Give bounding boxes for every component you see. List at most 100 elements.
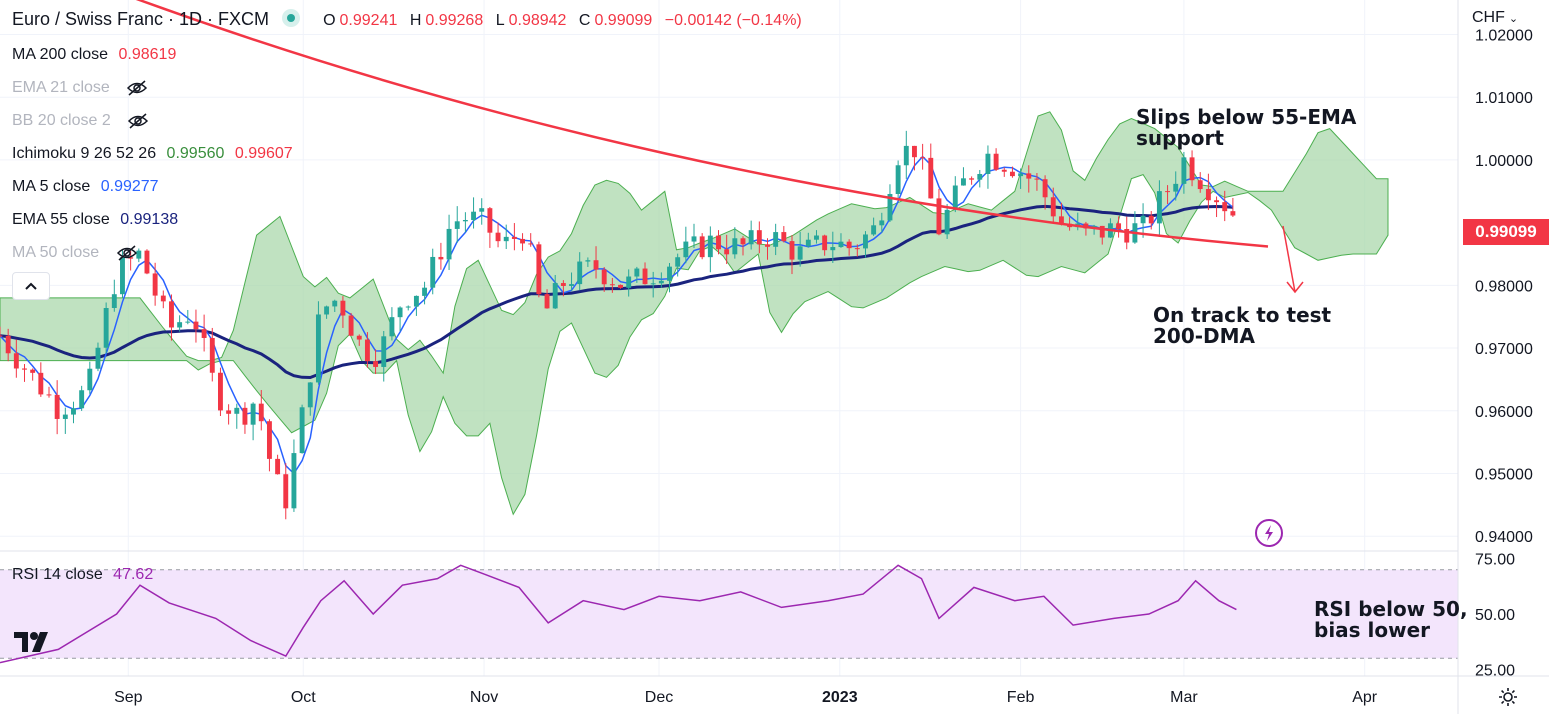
candle — [266, 419, 272, 472]
candle — [1042, 175, 1048, 210]
candle-body — [13, 353, 19, 369]
ma5-value: 0.99277 — [100, 178, 159, 195]
candle-body — [1148, 215, 1154, 224]
candle — [22, 364, 27, 382]
candle-body — [838, 241, 844, 248]
candle-body — [46, 394, 52, 396]
symbol-title[interactable]: Euro / Swiss Franc · 1D · FXCM — [12, 9, 270, 29]
candle-body — [756, 230, 762, 245]
legend-ema55[interactable]: EMA 55 close 0.99138 — [12, 209, 184, 231]
hidden-eye-icon[interactable] — [127, 113, 149, 129]
candle — [593, 246, 599, 279]
ema21-label: EMA 21 close — [12, 79, 110, 96]
candle-body — [62, 414, 68, 419]
candle — [471, 197, 477, 229]
collapse-legend-button[interactable] — [12, 272, 50, 300]
candle — [585, 257, 591, 267]
candle — [87, 361, 93, 394]
candle-body — [454, 221, 460, 229]
candle — [152, 262, 158, 306]
legend-rsi[interactable]: RSI 14 close 47.62 — [12, 564, 159, 586]
candle — [1156, 180, 1162, 237]
candle-body — [969, 178, 975, 180]
high-label: H — [409, 12, 422, 29]
candle-body — [128, 257, 134, 259]
candle-body — [805, 239, 811, 247]
gear-icon[interactable] — [1497, 686, 1519, 708]
candle — [201, 314, 207, 352]
candle-body — [985, 153, 991, 174]
candle-body — [903, 145, 909, 166]
candle — [373, 349, 379, 375]
candle — [324, 305, 330, 319]
candle — [1165, 185, 1171, 205]
legend-ema21[interactable]: EMA 21 close — [12, 77, 148, 99]
candle — [446, 214, 452, 271]
legend-bb20[interactable]: BB 20 close 2 — [12, 110, 149, 132]
legend-ichimoku[interactable]: Ichimoku 9 26 52 26 0.99560 0.99607 — [12, 143, 299, 165]
candle-body — [544, 294, 550, 309]
candle — [765, 238, 770, 260]
candle-body — [977, 173, 983, 180]
candle — [528, 233, 534, 247]
candle-body — [691, 236, 697, 242]
candle — [1214, 196, 1220, 218]
candle-body — [79, 390, 85, 409]
arrow-head — [1286, 281, 1304, 294]
ichimoku-value-2: 0.99607 — [234, 145, 293, 162]
close-value: 0.99099 — [594, 12, 653, 29]
candle — [577, 252, 583, 291]
candle-body — [511, 236, 517, 239]
candle — [814, 230, 819, 244]
candle-body — [1001, 169, 1007, 172]
candle-body — [740, 238, 746, 245]
ma5-label: MA 5 close — [12, 178, 91, 195]
bb20-label: BB 20 close 2 — [12, 112, 111, 129]
candle-body — [487, 208, 493, 233]
candle-body — [471, 211, 477, 220]
candle — [299, 404, 305, 454]
candle-body — [250, 403, 256, 425]
candle-body — [324, 306, 330, 315]
legend-ma200[interactable]: MA 200 close 0.98619 — [12, 44, 182, 66]
candle — [805, 232, 811, 248]
candle — [871, 217, 877, 236]
hidden-eye-icon[interactable] — [116, 245, 138, 261]
candle-body — [87, 368, 93, 391]
candle-body — [863, 234, 868, 249]
hidden-eye-icon[interactable] — [126, 80, 148, 96]
open-label: O — [323, 12, 336, 29]
candle-body — [71, 408, 76, 415]
candle — [487, 206, 493, 248]
candle — [307, 382, 313, 416]
candle-body — [797, 246, 803, 260]
last-price-tag: 0.99099 — [1463, 219, 1549, 245]
candle-body — [299, 407, 305, 454]
candle-body — [1009, 171, 1015, 177]
candle — [1140, 203, 1146, 238]
lightning-icon[interactable] — [1255, 519, 1283, 547]
candle-body — [895, 165, 901, 194]
candle-body — [1116, 223, 1122, 229]
candle-body — [675, 257, 681, 267]
cloud-area — [0, 111, 1389, 516]
legend-ma50[interactable]: MA 50 close — [12, 242, 138, 264]
candle — [903, 130, 909, 179]
candle-body — [601, 269, 607, 285]
tradingview-logo — [14, 632, 48, 652]
candle — [242, 402, 248, 434]
candle — [169, 294, 174, 341]
candle — [1173, 171, 1179, 201]
candle-body — [699, 236, 705, 258]
open-value: 0.99241 — [339, 12, 398, 29]
candle-body — [822, 235, 828, 251]
candle — [683, 226, 689, 264]
candle — [928, 143, 934, 199]
legend-ma5[interactable]: MA 5 close 0.99277 — [12, 176, 165, 198]
candle — [185, 309, 191, 325]
y-tick-label: 0.97000 — [1475, 341, 1533, 358]
candle — [413, 295, 419, 316]
x-tick-label: Sep — [114, 689, 143, 706]
currency-selector[interactable]: CHF ⌄ — [1472, 9, 1518, 27]
